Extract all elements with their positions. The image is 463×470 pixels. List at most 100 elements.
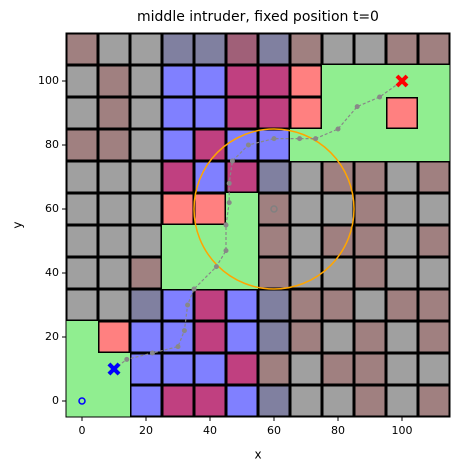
cell: [98, 33, 130, 65]
cell: [194, 193, 226, 225]
cell: [162, 65, 194, 97]
cell: [386, 193, 418, 225]
cell: [130, 193, 162, 225]
cell: [290, 225, 322, 257]
path-point: [226, 180, 232, 186]
cell: [66, 97, 98, 129]
cell: [66, 225, 98, 257]
cell: [226, 321, 258, 353]
path-point: [245, 142, 251, 148]
cell: [258, 385, 290, 417]
marker: [78, 397, 86, 405]
free-cell: [290, 129, 322, 161]
path-point: [226, 200, 232, 206]
y-tick-label: 20: [45, 330, 59, 343]
cell: [130, 97, 162, 129]
cell: [98, 257, 130, 289]
y-tick-label: 40: [45, 266, 59, 279]
path-point: [191, 286, 197, 292]
cell: [386, 321, 418, 353]
marker: [270, 205, 278, 213]
free-cell: [66, 385, 98, 417]
cell: [258, 97, 290, 129]
cell: [130, 321, 162, 353]
y-tick-label: 0: [52, 394, 59, 407]
cell: [226, 385, 258, 417]
cell: [322, 257, 354, 289]
cell: [418, 161, 450, 193]
path-point: [297, 136, 303, 142]
free-cell: [386, 129, 418, 161]
free-cell: [354, 97, 386, 129]
free-cell: [322, 97, 354, 129]
x-tick-label: 80: [331, 424, 345, 437]
path-point: [335, 126, 341, 132]
cell: [66, 193, 98, 225]
cell: [194, 353, 226, 385]
free-cell: [162, 225, 194, 257]
free-cell: [226, 193, 258, 225]
path-point: [213, 264, 219, 270]
cell: [162, 129, 194, 161]
cell: [322, 353, 354, 385]
cell: [194, 33, 226, 65]
cell: [354, 193, 386, 225]
path-point: [124, 356, 130, 362]
cell: [226, 33, 258, 65]
cell: [258, 225, 290, 257]
marker: [107, 362, 121, 376]
cell: [66, 289, 98, 321]
cell: [98, 97, 130, 129]
cell: [98, 225, 130, 257]
cell: [226, 353, 258, 385]
cell: [130, 257, 162, 289]
x-tick-label: 100: [392, 424, 413, 437]
cell: [162, 33, 194, 65]
cell: [162, 385, 194, 417]
cell: [354, 289, 386, 321]
cell: [354, 161, 386, 193]
cell: [66, 129, 98, 161]
y-tick-label: 100: [38, 74, 59, 87]
cell: [354, 353, 386, 385]
cell: [418, 289, 450, 321]
path-point: [223, 248, 229, 254]
cell: [386, 97, 418, 129]
cell: [130, 353, 162, 385]
path-point: [377, 94, 383, 100]
free-cell: [162, 257, 194, 289]
path-point: [354, 104, 360, 110]
cell: [258, 193, 290, 225]
cell: [290, 289, 322, 321]
cell: [66, 33, 98, 65]
cell: [418, 193, 450, 225]
cell: [386, 161, 418, 193]
free-cell: [66, 353, 98, 385]
x-tick-label: 20: [139, 424, 153, 437]
cell: [66, 257, 98, 289]
marker: [395, 74, 409, 88]
free-cell: [194, 225, 226, 257]
cell: [226, 97, 258, 129]
chart-title: middle intruder, fixed position t=0: [137, 9, 379, 25]
cell: [322, 321, 354, 353]
cell: [290, 161, 322, 193]
cell: [130, 129, 162, 161]
cell: [290, 33, 322, 65]
cell: [386, 257, 418, 289]
cell: [194, 129, 226, 161]
cell: [258, 257, 290, 289]
cell: [386, 353, 418, 385]
cell: [130, 161, 162, 193]
cell: [290, 321, 322, 353]
cell: [418, 257, 450, 289]
cell: [258, 321, 290, 353]
cell: [322, 289, 354, 321]
cell: [258, 161, 290, 193]
cell: [194, 97, 226, 129]
y-tick-label: 60: [45, 202, 59, 215]
path-point: [185, 302, 191, 308]
path-point: [271, 136, 277, 142]
cell: [258, 33, 290, 65]
x-axis-label: x: [254, 448, 261, 462]
